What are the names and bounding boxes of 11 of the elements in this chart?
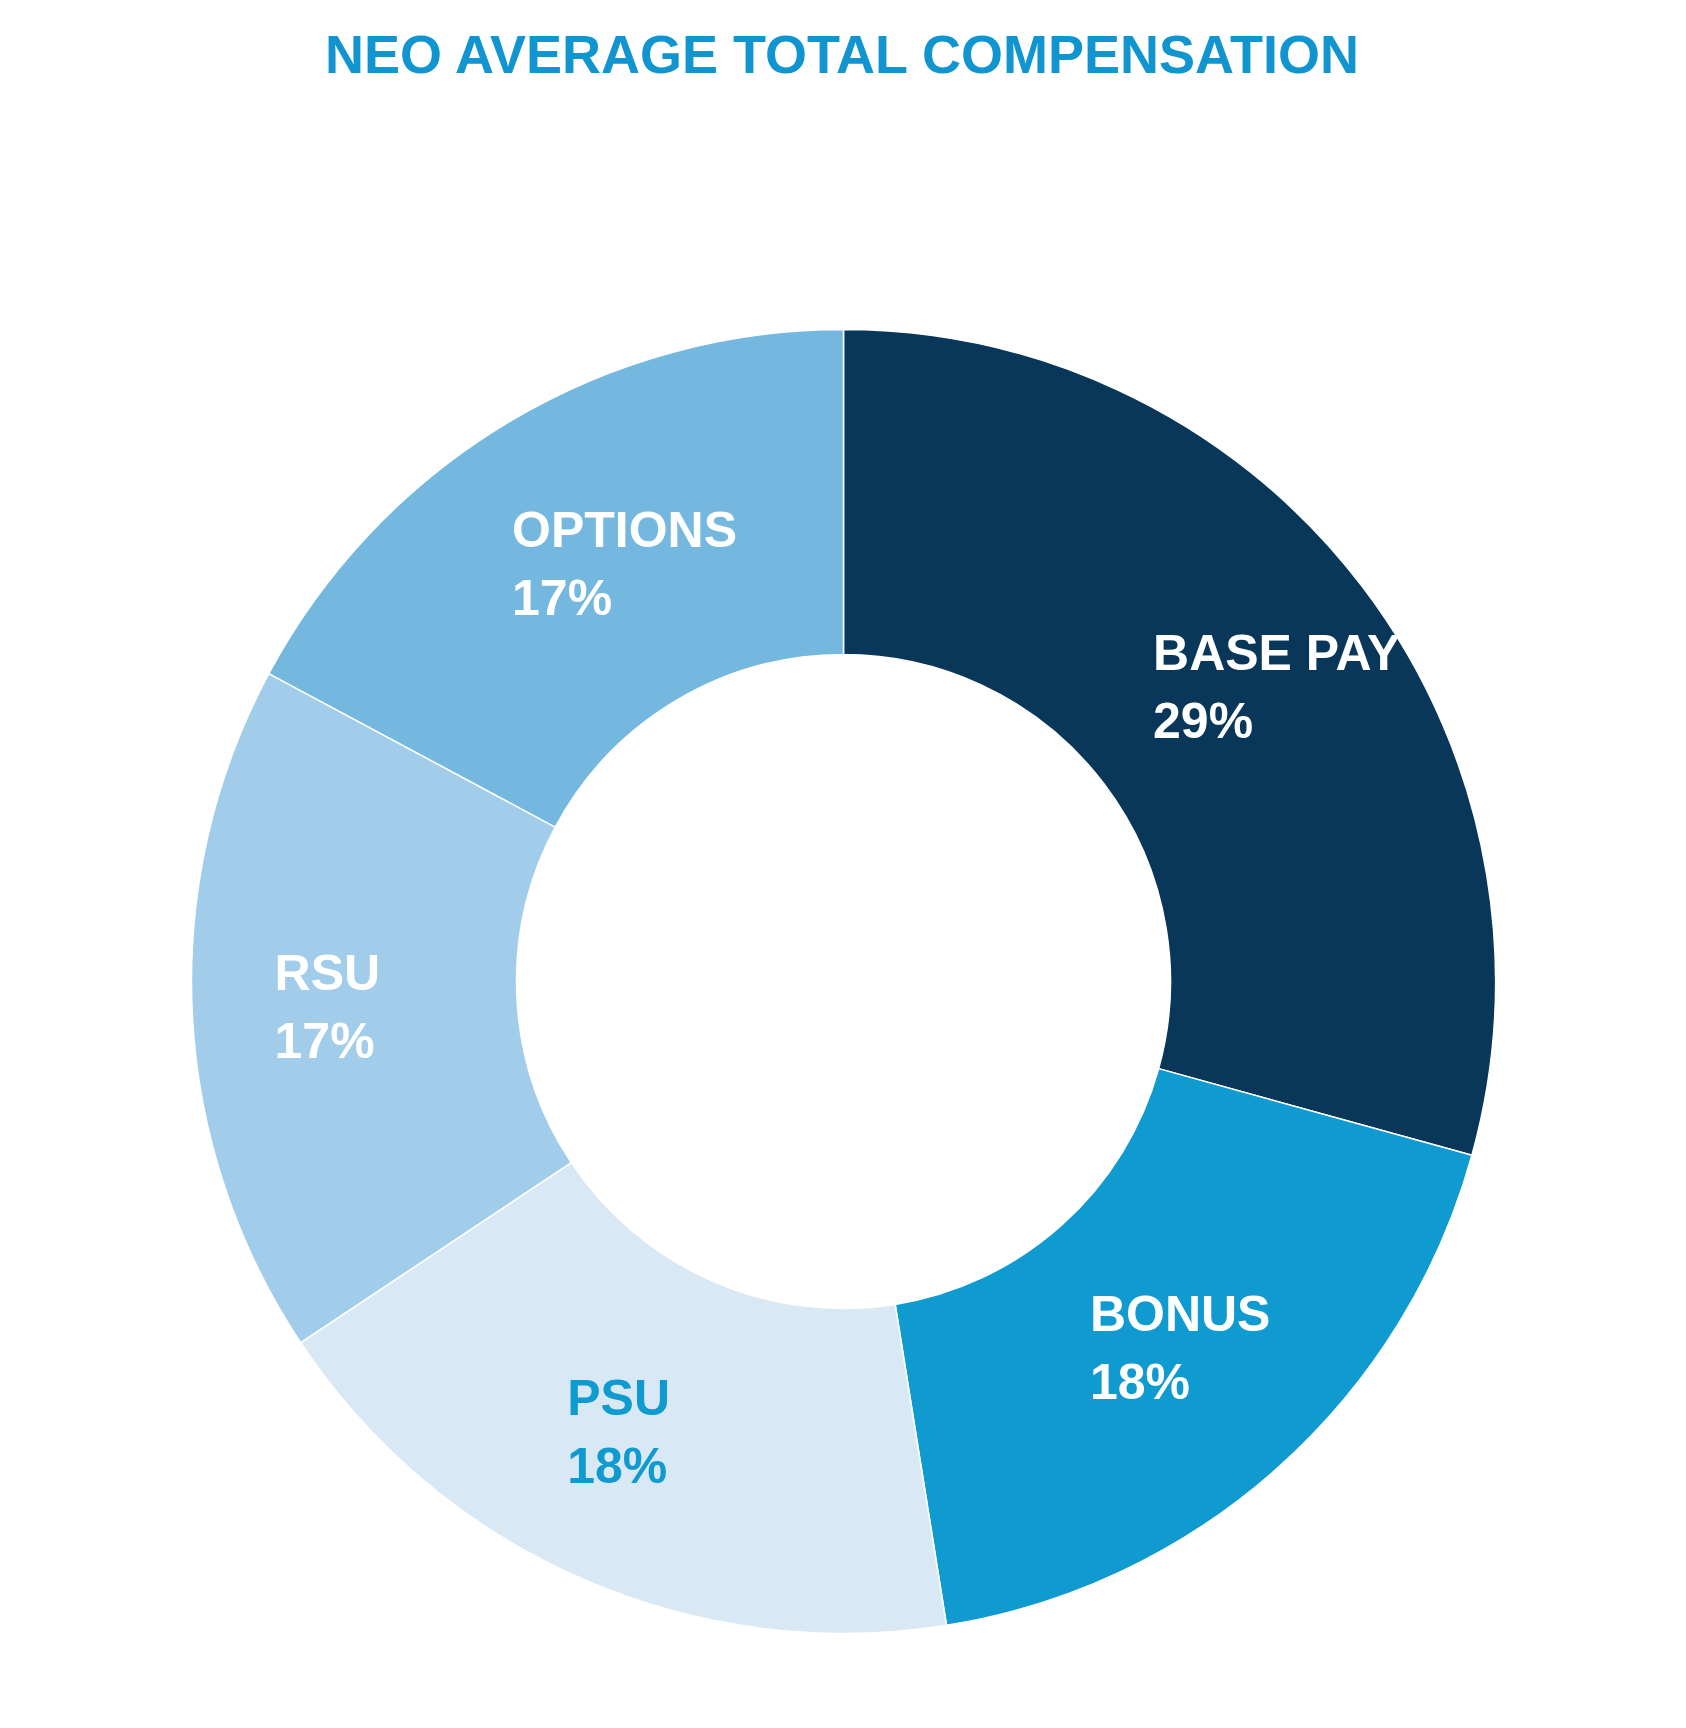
data-label: 17% bbox=[512, 569, 613, 626]
slice-label: PSU bbox=[567, 1369, 671, 1426]
data-label: 18% bbox=[567, 1437, 668, 1494]
slice-label: BONUS bbox=[1089, 1286, 1271, 1343]
chart-title: NEO AVERAGE TOTAL COMPENSATION bbox=[324, 23, 1360, 84]
slice-label: BASE PAY bbox=[1153, 625, 1401, 682]
slice-label: OPTIONS bbox=[512, 501, 738, 558]
data-label: 17% bbox=[274, 1012, 375, 1069]
slice-label: RSU bbox=[274, 944, 381, 1001]
data-label: 29% bbox=[1153, 693, 1254, 750]
data-label: 18% bbox=[1089, 1354, 1190, 1411]
